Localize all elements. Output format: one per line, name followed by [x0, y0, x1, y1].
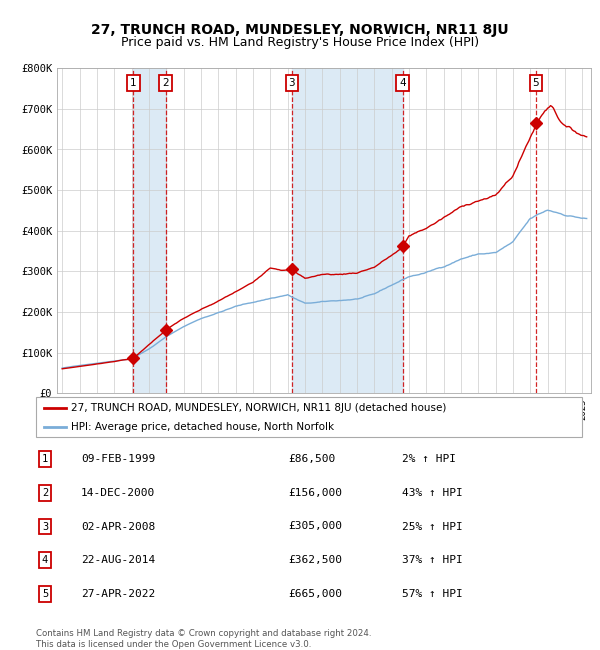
- Text: 27, TRUNCH ROAD, MUNDESLEY, NORWICH, NR11 8JU: 27, TRUNCH ROAD, MUNDESLEY, NORWICH, NR1…: [91, 23, 509, 37]
- Text: 1: 1: [42, 454, 48, 464]
- Bar: [133, 68, 166, 393]
- Text: 4: 4: [42, 555, 48, 566]
- Text: 37% ↑ HPI: 37% ↑ HPI: [402, 555, 463, 566]
- Text: £665,000: £665,000: [288, 589, 342, 599]
- Text: 4: 4: [400, 78, 406, 88]
- Text: 27-APR-2022: 27-APR-2022: [81, 589, 155, 599]
- Text: 5: 5: [533, 78, 539, 88]
- Text: 43% ↑ HPI: 43% ↑ HPI: [402, 488, 463, 498]
- Text: Price paid vs. HM Land Registry's House Price Index (HPI): Price paid vs. HM Land Registry's House …: [121, 36, 479, 49]
- Text: 1: 1: [130, 78, 137, 88]
- Text: £156,000: £156,000: [288, 488, 342, 498]
- Text: £305,000: £305,000: [288, 521, 342, 532]
- Text: HPI: Average price, detached house, North Norfolk: HPI: Average price, detached house, Nort…: [71, 422, 335, 432]
- Text: 5: 5: [42, 589, 48, 599]
- Text: 2: 2: [162, 78, 169, 88]
- Text: 57% ↑ HPI: 57% ↑ HPI: [402, 589, 463, 599]
- Text: 2: 2: [42, 488, 48, 498]
- Text: £86,500: £86,500: [288, 454, 335, 464]
- Text: 25% ↑ HPI: 25% ↑ HPI: [402, 521, 463, 532]
- Text: £362,500: £362,500: [288, 555, 342, 566]
- Text: 02-APR-2008: 02-APR-2008: [81, 521, 155, 532]
- Text: 14-DEC-2000: 14-DEC-2000: [81, 488, 155, 498]
- Text: Contains HM Land Registry data © Crown copyright and database right 2024.
This d: Contains HM Land Registry data © Crown c…: [36, 629, 371, 649]
- Text: 3: 3: [289, 78, 295, 88]
- Text: 22-AUG-2014: 22-AUG-2014: [81, 555, 155, 566]
- Text: 27, TRUNCH ROAD, MUNDESLEY, NORWICH, NR11 8JU (detached house): 27, TRUNCH ROAD, MUNDESLEY, NORWICH, NR1…: [71, 403, 447, 413]
- Text: 3: 3: [42, 521, 48, 532]
- Bar: [292, 68, 403, 393]
- Text: 09-FEB-1999: 09-FEB-1999: [81, 454, 155, 464]
- Text: 2% ↑ HPI: 2% ↑ HPI: [402, 454, 456, 464]
